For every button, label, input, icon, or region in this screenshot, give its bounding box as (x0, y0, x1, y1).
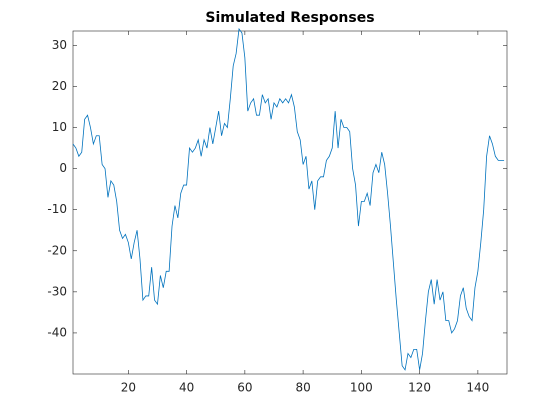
y-tick-label: 10 (52, 120, 67, 134)
y-tick-label: 0 (59, 161, 67, 175)
x-tick-label: 80 (295, 381, 310, 395)
x-tick-label: 120 (408, 381, 431, 395)
y-tick-label: -10 (47, 202, 67, 216)
plot-area (72, 30, 508, 375)
chart-title: Simulated Responses (205, 10, 374, 26)
x-tick-label: 140 (466, 381, 489, 395)
x-tick-label: 20 (121, 381, 136, 395)
y-tick-label: 30 (52, 38, 67, 52)
y-tick-label: -20 (47, 243, 67, 257)
x-tick-label: 100 (350, 381, 373, 395)
data-line (72, 27, 505, 371)
x-tick-label: 60 (237, 381, 252, 395)
y-tick-label: -30 (47, 284, 67, 298)
y-tick-label: -40 (47, 325, 67, 339)
x-tick-label: 40 (179, 381, 194, 395)
y-tick-label: 20 (52, 79, 67, 93)
